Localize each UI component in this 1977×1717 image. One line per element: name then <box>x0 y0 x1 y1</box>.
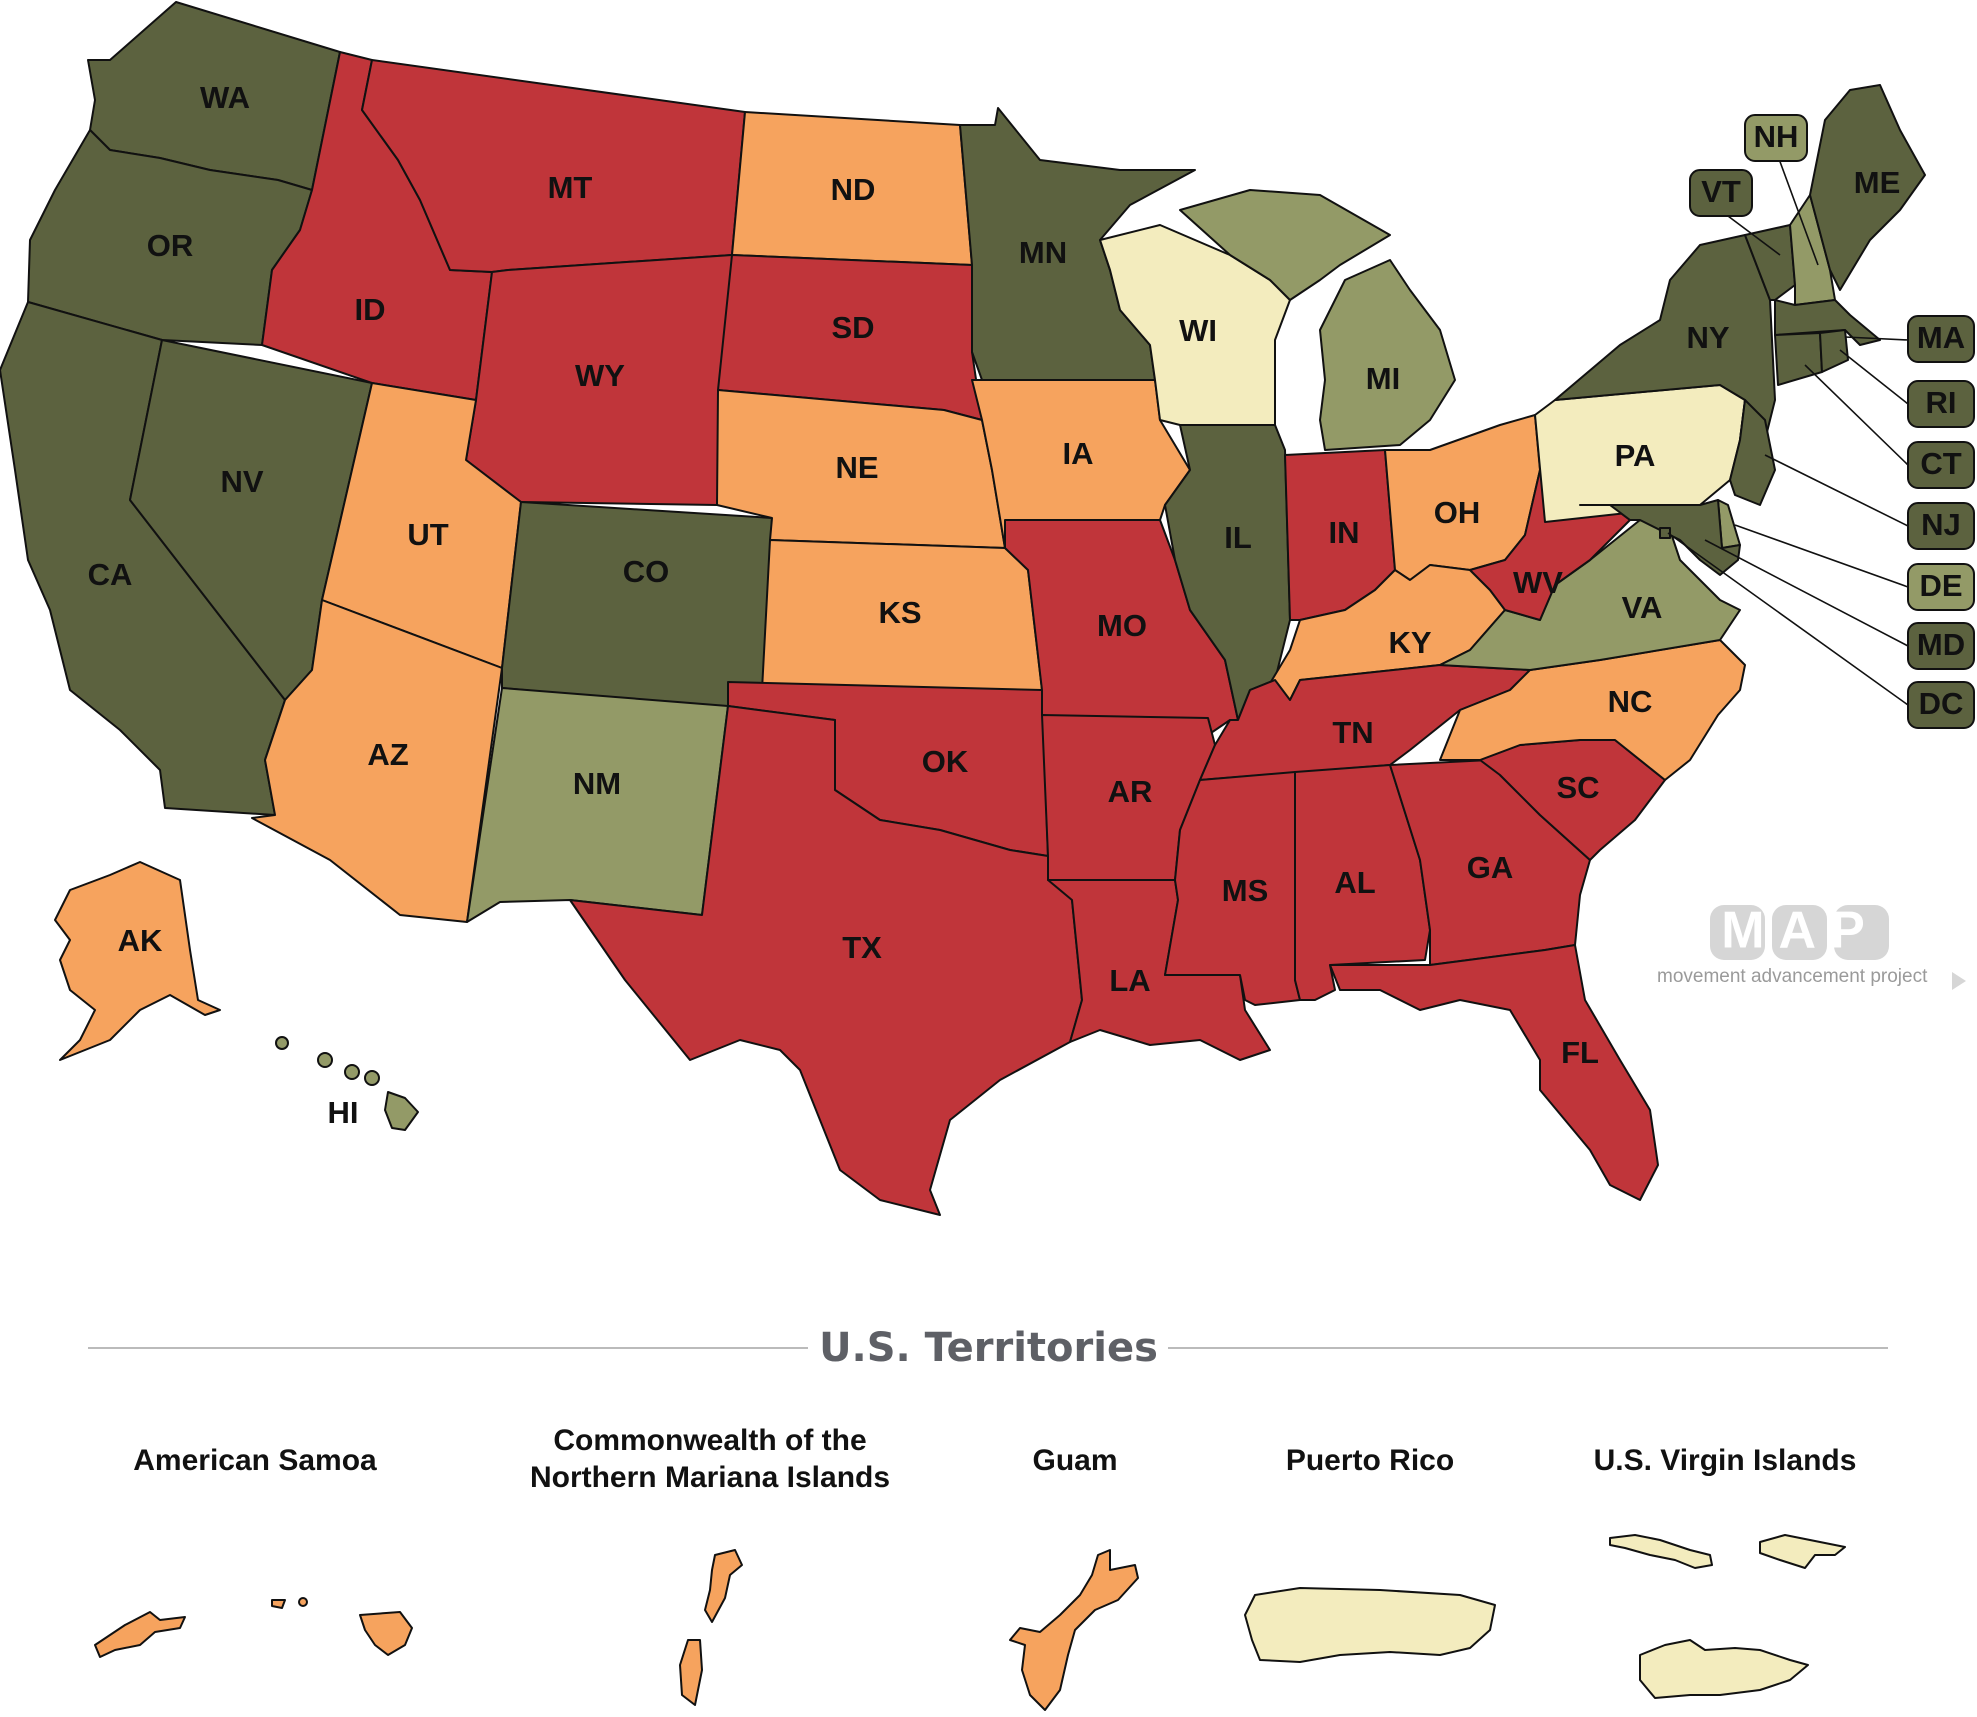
map-logo: MAP <box>1710 902 1966 990</box>
callout-vt[interactable] <box>1689 169 1753 217</box>
territory-label-us-virgin-islands: U.S. Virgin Islands <box>1593 1444 1857 1477</box>
state-co[interactable] <box>501 501 773 713</box>
state-ks[interactable] <box>761 539 1043 691</box>
state-ri[interactable] <box>1819 329 1849 373</box>
territory-us-virgin-islands[interactable] <box>1609 1534 1846 1699</box>
territory-guam[interactable] <box>1009 1549 1139 1711</box>
state-fl[interactable] <box>1329 944 1659 1201</box>
territory-label-puerto-rico: Puerto Rico <box>1285 1444 1455 1477</box>
territory-puerto-rico[interactable] <box>1244 1587 1496 1663</box>
state-nm[interactable] <box>466 687 729 923</box>
callout-de[interactable] <box>1907 563 1975 611</box>
callout-nh[interactable] <box>1744 114 1808 162</box>
territory-label-american-samoa: American Samoa <box>133 1444 377 1477</box>
state-dc[interactable] <box>1659 527 1671 539</box>
label-hi: HI <box>328 1095 359 1130</box>
state-nj[interactable] <box>1729 399 1776 506</box>
callout-nj[interactable] <box>1907 502 1975 550</box>
state-tx[interactable] <box>569 705 1083 1216</box>
callout-md[interactable] <box>1907 622 1975 670</box>
territory-american-samoa[interactable] <box>94 1597 413 1658</box>
territory-label-northern-mariana-islands: Commonwealth of the Northern Mariana Isl… <box>480 1422 940 1496</box>
state-mi[interactable] <box>1179 189 1456 451</box>
state-hi[interactable] <box>275 1036 419 1131</box>
callout-ct[interactable] <box>1907 441 1975 489</box>
callout-ri[interactable] <box>1907 380 1975 428</box>
state-nd[interactable] <box>731 111 973 266</box>
state-nc[interactable] <box>1439 639 1746 781</box>
state-wy[interactable] <box>465 254 733 506</box>
callout-dc[interactable] <box>1907 681 1975 729</box>
territory-label-nmi-line2: Northern Mariana Islands <box>529 1461 891 1494</box>
state-vt[interactable] <box>1744 224 1796 301</box>
logo-tagline: movement advancement project <box>1657 966 1928 987</box>
territory-label-guam: Guam <box>1032 1444 1118 1477</box>
state-ct[interactable] <box>1774 332 1823 386</box>
logo-mark: MAP <box>1721 902 1879 960</box>
state-me[interactable] <box>1809 84 1926 291</box>
callout-ma[interactable] <box>1907 315 1975 363</box>
territories-heading: U.S. Territories <box>819 1325 1158 1371</box>
state-ak[interactable] <box>54 861 221 1061</box>
territory-label-nmi-line1: Commonwealth of the <box>553 1424 867 1457</box>
territory-northern-mariana-islands[interactable] <box>679 1549 743 1706</box>
